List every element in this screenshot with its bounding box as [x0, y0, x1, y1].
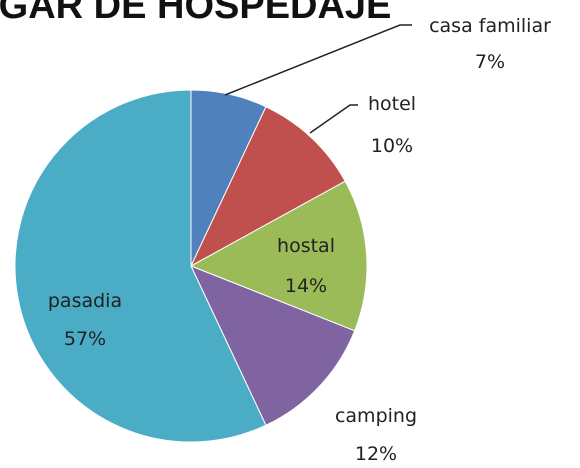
pie-slice: [14, 89, 267, 443]
value-label: 57%: [64, 328, 106, 350]
value-label: 14%: [285, 275, 327, 297]
slice-label: pasadia: [48, 290, 122, 312]
value-label: 7%: [475, 51, 505, 73]
value-label: 10%: [371, 135, 413, 157]
slice-label: hotel: [368, 93, 416, 115]
slice-label: casa familiar: [429, 15, 551, 37]
chart-title: LUGAR DE HOSPEDAJE: [0, 0, 391, 27]
slice-label: hostal: [277, 235, 335, 257]
slice-label: camping: [335, 405, 417, 427]
pie-slice: [189, 180, 368, 332]
leader-line: [309, 104, 358, 134]
pie-slice: [189, 106, 346, 268]
value-label: 12%: [355, 443, 397, 465]
leader-line: [224, 24, 412, 96]
pie-slice: [190, 265, 356, 426]
